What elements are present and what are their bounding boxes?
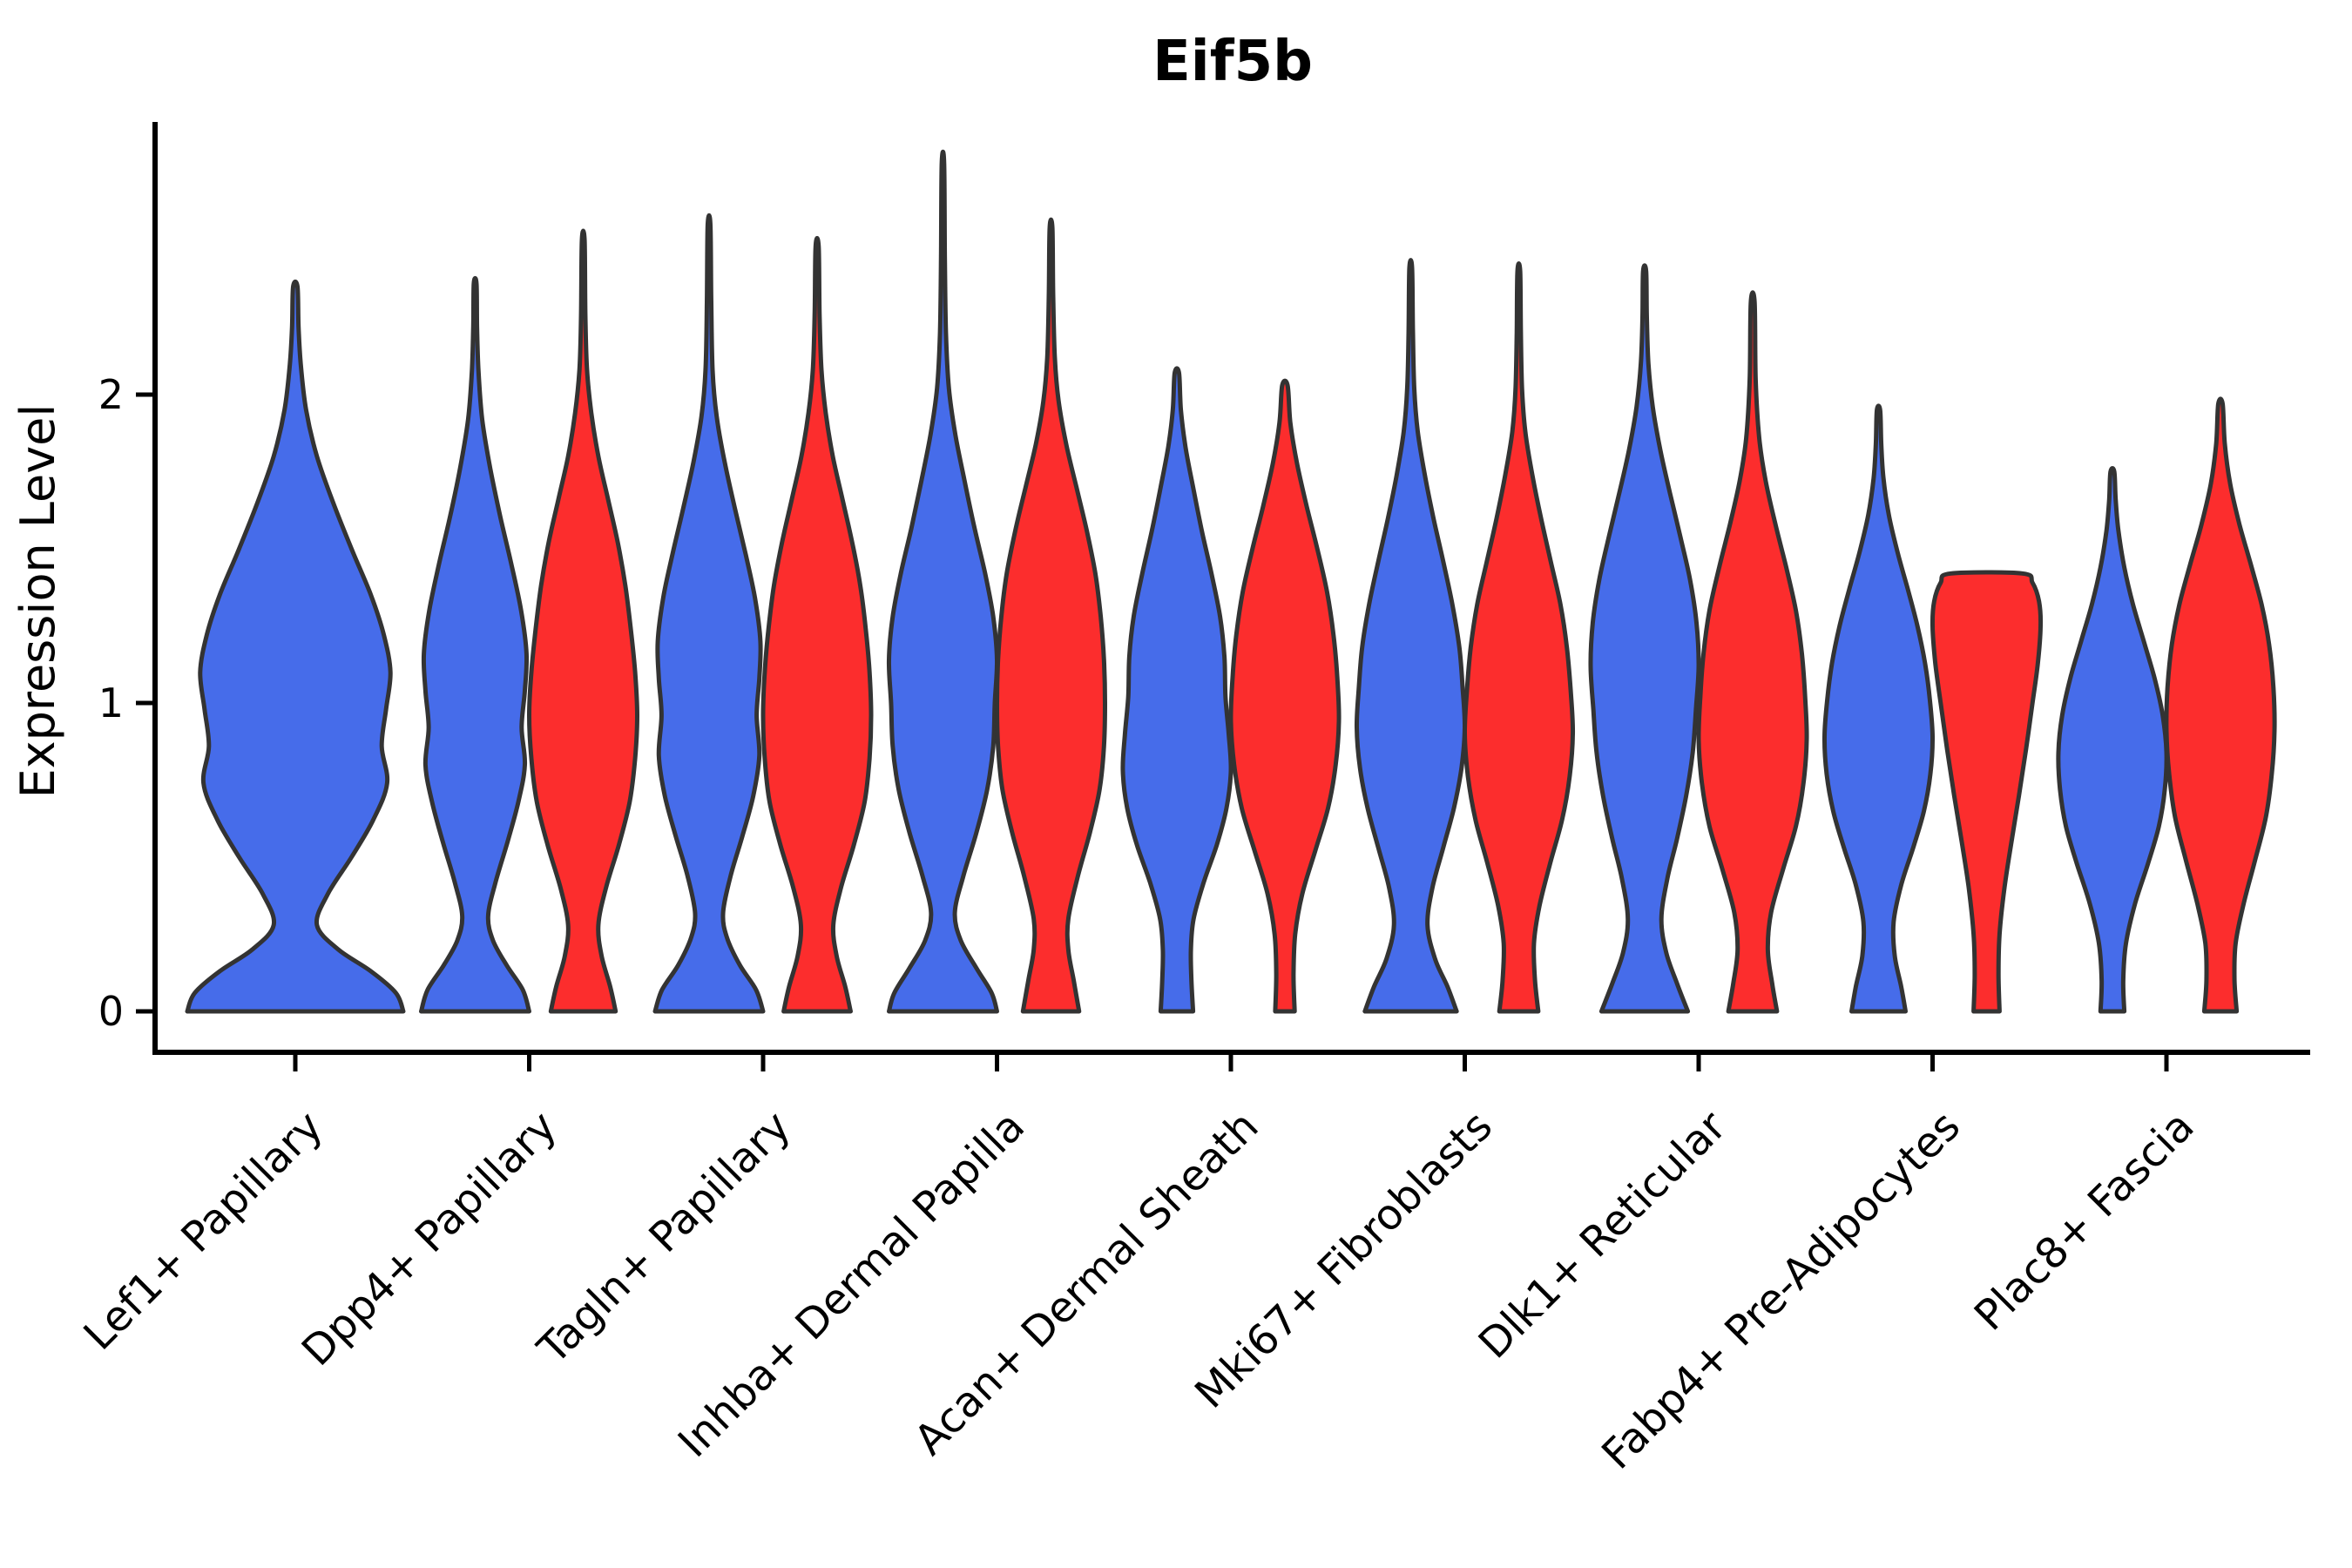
x-category-label-plac8-fascia: Plac8+ Fascia	[1965, 1102, 2204, 1341]
y-axis-label: Expression Level	[10, 404, 65, 799]
violin-plac8-fascia-red	[2164, 396, 2277, 1014]
x-category-label-dlk1-reticular: Dlk1+ Reticular	[1470, 1102, 1736, 1369]
y-tick-label: 1	[98, 679, 124, 727]
violin-tagln-papillary-blue	[652, 213, 766, 1014]
y-tick-label: 0	[98, 988, 124, 1035]
violin-dpp4-papillary-blue	[419, 275, 531, 1014]
violin-inhba-dermal-papilla-red	[995, 217, 1107, 1014]
violin-fabp4-pre-adipocytes-blue	[1821, 403, 1936, 1014]
chart-title: Eif5b	[1152, 30, 1313, 94]
violin-tagln-papillary-red	[760, 235, 874, 1014]
violin-mki67-fibroblasts-red	[1462, 261, 1576, 1014]
violin-dpp4-papillary-red	[527, 228, 639, 1014]
violin-lef1-papillary-blue	[185, 279, 406, 1014]
violin-dlk1-reticular-blue	[1588, 263, 1701, 1014]
x-category-label-tagln-papillary: Tagln+ Papillary	[528, 1102, 800, 1374]
x-category-label-lef1-papillary: Lef1+ Papillary	[75, 1102, 333, 1360]
violin-plac8-fascia-blue	[2056, 466, 2169, 1014]
violins-group	[185, 149, 2277, 1014]
violin-inhba-dermal-papilla-blue	[886, 149, 1000, 1014]
x-category-label-dpp4-papillary: Dpp4+ Papillary	[293, 1102, 566, 1375]
x-axis-ticks	[293, 1052, 2169, 1071]
violin-mki67-fibroblasts-blue	[1354, 258, 1468, 1014]
y-axis-ticks: 0 1 2	[98, 371, 155, 1035]
violin-dlk1-reticular-red	[1696, 290, 1809, 1014]
violin-acan-dermal-sheath-blue	[1120, 366, 1233, 1014]
violin-acan-dermal-sheath-red	[1228, 378, 1342, 1014]
y-tick-label: 2	[98, 371, 124, 418]
violin-fabp4-pre-adipocytes-red	[1930, 570, 2044, 1014]
